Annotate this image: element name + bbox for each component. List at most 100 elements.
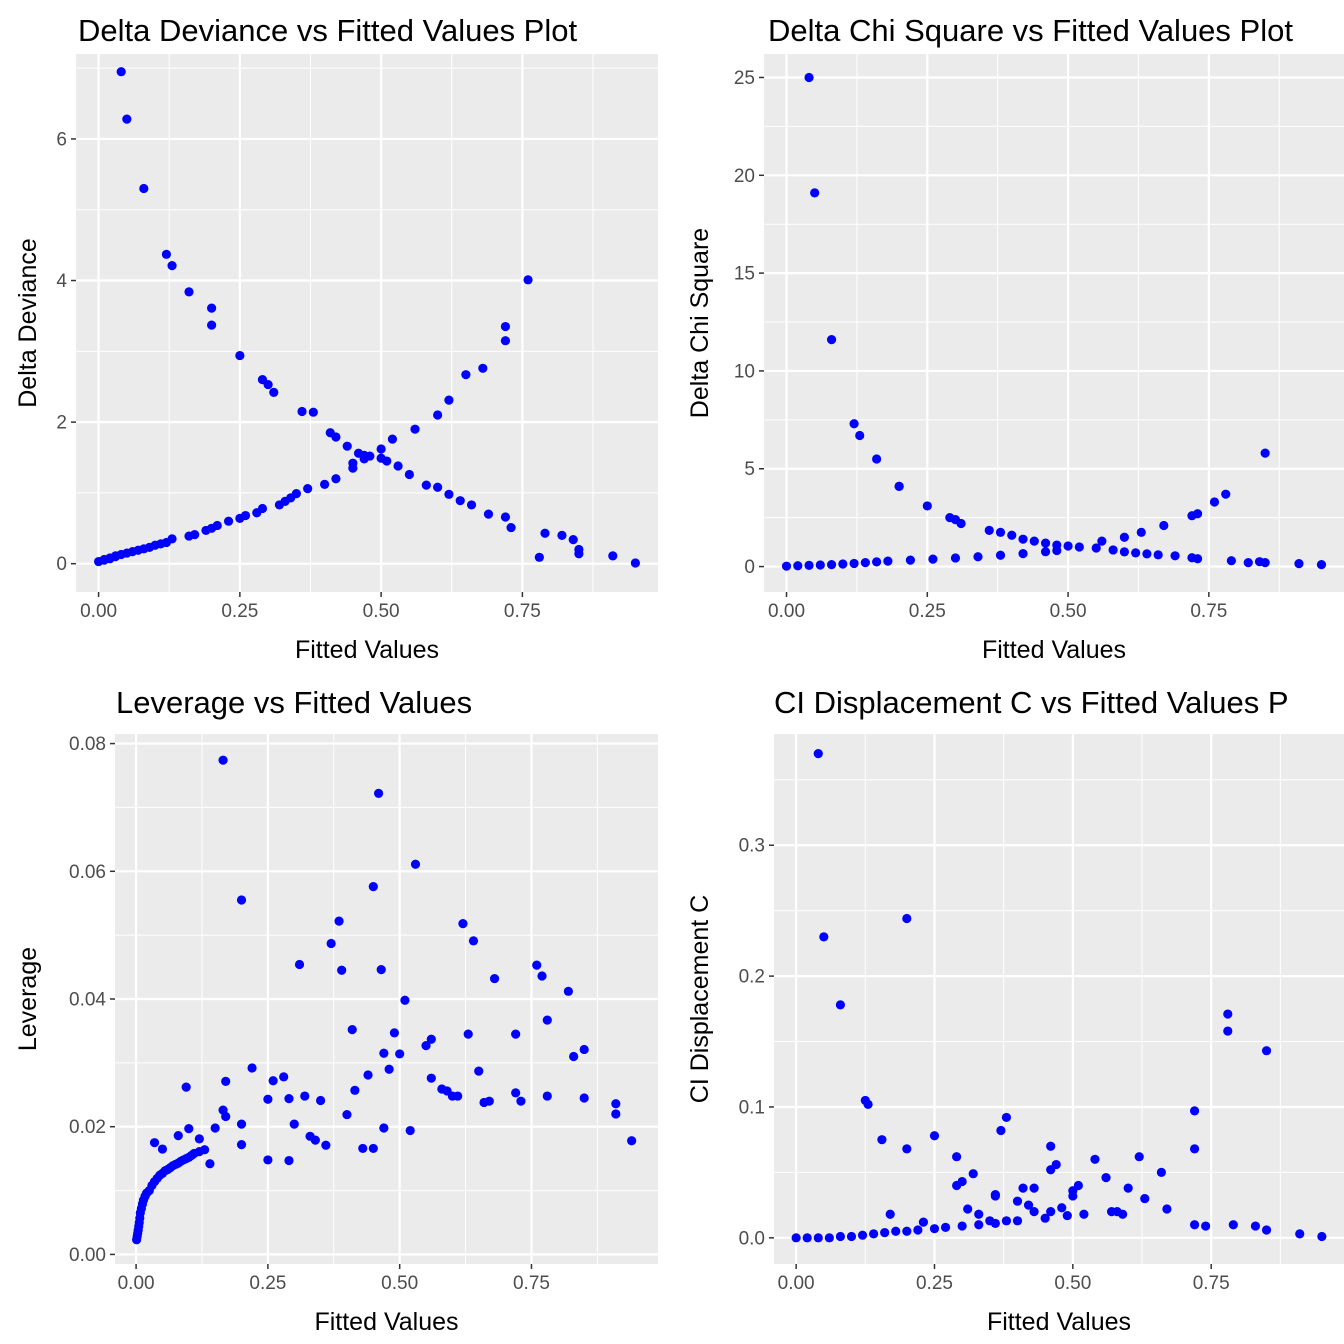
data-point [1029, 1183, 1039, 1193]
data-point [240, 510, 251, 521]
data-point [376, 965, 386, 975]
data-point [433, 482, 443, 492]
data-point [891, 1226, 901, 1236]
data-point [359, 450, 369, 460]
data-point [221, 1076, 231, 1086]
chart-title: Delta Deviance vs Fitted Values Plot [78, 13, 577, 48]
data-point [300, 1091, 310, 1101]
data-point [1317, 1231, 1327, 1242]
x-tick-label: 0.75 [513, 1273, 550, 1294]
y-axis-label: Leverage [14, 947, 42, 1051]
data-point [534, 552, 544, 562]
x-tick-label: 0.50 [1050, 601, 1087, 622]
data-point [342, 1109, 352, 1120]
data-point [384, 1064, 394, 1074]
data-point [990, 1218, 1000, 1229]
data-point [410, 859, 421, 869]
data-point [857, 1230, 868, 1240]
data-point [368, 1143, 378, 1154]
data-point [284, 1094, 294, 1104]
data-point [474, 1066, 484, 1076]
data-point [205, 1159, 215, 1169]
chart-svg: 0.00 0.25 0.50 0.75 0 5 10 15 20 25 Delta Chi Squa… [686, 13, 1344, 664]
x-tick-label: 0.75 [504, 601, 541, 622]
data-point [1153, 550, 1163, 560]
chart-title: Delta Chi Square vs Fitted Values Plot [768, 13, 1293, 48]
data-point [1223, 1009, 1233, 1019]
data-point [1040, 538, 1051, 548]
plot-background [764, 54, 1344, 592]
data-point [1134, 1152, 1144, 1162]
data-point [236, 1119, 247, 1129]
data-point [1119, 532, 1129, 542]
data-point [468, 936, 479, 946]
data-points [132, 755, 637, 1245]
data-point [190, 530, 200, 540]
data-point [500, 336, 511, 346]
data-point [478, 363, 488, 373]
data-points [94, 67, 640, 568]
y-tick-label: 0.06 [69, 862, 106, 883]
data-point [1123, 1183, 1133, 1193]
data-point [263, 1094, 273, 1104]
data-point [247, 1063, 257, 1073]
data-point [819, 932, 829, 942]
data-point [511, 1088, 521, 1098]
data-point [116, 67, 126, 77]
data-point [461, 370, 471, 380]
data-point [167, 261, 177, 271]
data-point [1142, 549, 1152, 559]
plot-background [774, 734, 1344, 1264]
y-axis-label: Delta Deviance [14, 238, 42, 408]
y-tick-label: 0.00 [69, 1245, 106, 1266]
data-point [337, 965, 347, 975]
data-point [400, 995, 410, 1005]
data-point [410, 424, 420, 434]
data-point [1295, 1229, 1305, 1239]
data-point [167, 534, 177, 544]
data-point [1057, 1203, 1067, 1213]
data-point [1097, 536, 1107, 546]
data-point [363, 1070, 373, 1080]
x-tick-label: 0.25 [909, 601, 946, 622]
y-tick-label: 0.08 [69, 734, 106, 755]
data-point [297, 406, 307, 417]
data-point [453, 1091, 463, 1101]
data-point [1074, 542, 1084, 552]
chart-panel-leverage: 0.00 0.25 0.50 0.75 0.00 0.02 0.04 0.06 0.08 Leve… [0, 672, 672, 1344]
data-point [918, 1217, 929, 1227]
data-point [860, 558, 870, 568]
data-point [984, 525, 994, 535]
data-point [257, 503, 268, 514]
data-point [1250, 1221, 1261, 1231]
data-point [373, 788, 384, 798]
data-point [929, 1131, 940, 1141]
data-point [157, 1144, 168, 1154]
data-point [421, 1041, 431, 1051]
chart-title: Leverage vs Fitted Values [116, 685, 472, 720]
data-points [781, 72, 1327, 571]
data-point [838, 559, 848, 569]
y-tick-label: 2 [56, 413, 67, 434]
data-point [320, 479, 330, 489]
data-point [1046, 1165, 1056, 1175]
data-point [455, 496, 465, 506]
chart-svg: 0.00 0.25 0.50 0.75 0 2 4 6 Delta Deviance vs Fi… [14, 13, 658, 664]
data-point [1209, 497, 1220, 507]
data-point [630, 558, 640, 568]
data-point [458, 919, 468, 929]
data-point [929, 1224, 940, 1234]
data-point [995, 527, 1006, 537]
data-point [1040, 547, 1051, 557]
data-point [210, 1123, 220, 1133]
data-point [885, 1209, 895, 1219]
data-point [928, 554, 938, 564]
data-point [379, 1123, 389, 1133]
x-axis-label: Fitted Values [982, 636, 1126, 664]
y-tick-label: 15 [734, 264, 755, 285]
data-point [872, 557, 882, 567]
y-tick-label: 10 [734, 361, 755, 382]
data-point [802, 1233, 812, 1243]
y-tick-label: 0.0 [739, 1228, 765, 1249]
